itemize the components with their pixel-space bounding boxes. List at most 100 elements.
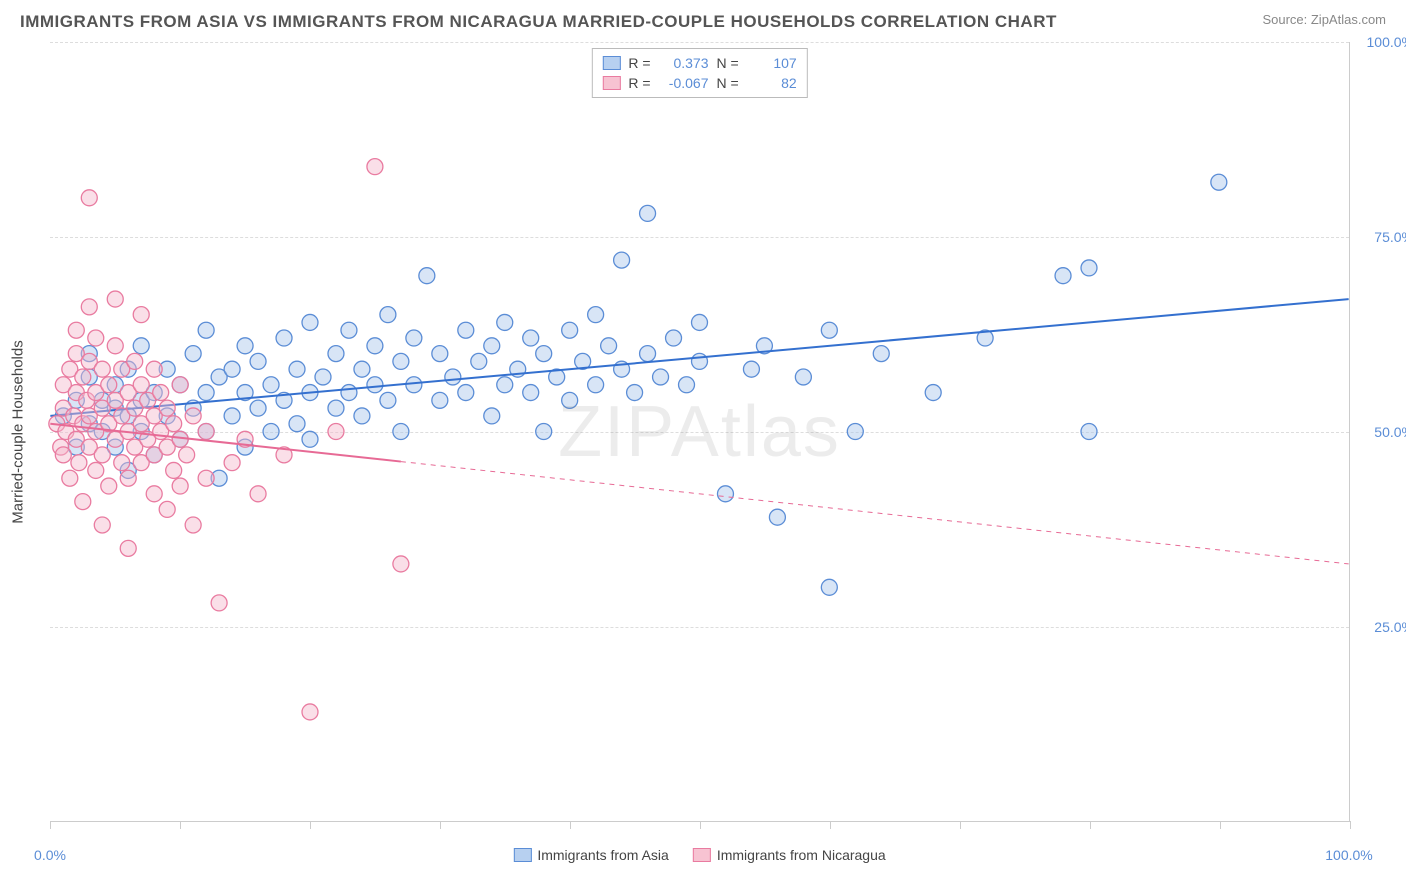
data-point-asia (406, 330, 422, 346)
data-point-nicaragua (146, 361, 162, 377)
data-point-asia (1081, 260, 1097, 276)
legend-correlation: R = 0.373 N = 107 R = -0.067 N = 82 (591, 48, 807, 98)
data-point-nicaragua (88, 330, 104, 346)
data-point-asia (315, 369, 331, 385)
data-point-asia (224, 408, 240, 424)
x-tick (700, 821, 701, 829)
r-label: R = (628, 75, 650, 91)
data-point-nicaragua (159, 501, 175, 517)
data-point-nicaragua (179, 447, 195, 463)
data-point-nicaragua (166, 416, 182, 432)
data-point-asia (873, 346, 889, 362)
data-point-asia (484, 338, 500, 354)
x-tick (960, 821, 961, 829)
data-point-nicaragua (71, 455, 87, 471)
data-point-nicaragua (159, 400, 175, 416)
data-point-asia (393, 353, 409, 369)
data-point-nicaragua (101, 478, 117, 494)
legend-row-asia: R = 0.373 N = 107 (602, 53, 796, 73)
data-point-asia (380, 307, 396, 323)
data-point-asia (250, 353, 266, 369)
data-point-asia (562, 322, 578, 338)
swatch-asia (602, 56, 620, 70)
data-point-asia (536, 346, 552, 362)
data-point-asia (679, 377, 695, 393)
data-point-asia (821, 322, 837, 338)
data-point-asia (185, 346, 201, 362)
source-label: Source: ZipAtlas.com (1262, 12, 1386, 27)
r-label: R = (628, 55, 650, 71)
data-point-asia (536, 424, 552, 440)
data-point-asia (588, 307, 604, 323)
data-point-asia (484, 408, 500, 424)
data-point-nicaragua (172, 478, 188, 494)
data-point-asia (354, 361, 370, 377)
data-point-asia (341, 322, 357, 338)
data-point-asia (328, 346, 344, 362)
data-point-asia (925, 385, 941, 401)
data-point-asia (614, 252, 630, 268)
data-point-asia (302, 431, 318, 447)
y-tick-label: 75.0% (1359, 229, 1406, 245)
data-point-nicaragua (198, 424, 214, 440)
data-point-nicaragua (120, 470, 136, 486)
y-tick-label: 100.0% (1359, 34, 1406, 50)
legend-label-asia: Immigrants from Asia (537, 847, 668, 863)
data-point-asia (640, 346, 656, 362)
n-value-nicaragua: 82 (747, 75, 797, 91)
data-point-asia (406, 377, 422, 393)
data-point-asia (289, 416, 305, 432)
data-point-asia (1055, 268, 1071, 284)
data-point-nicaragua (172, 377, 188, 393)
x-tick (440, 821, 441, 829)
x-tick (180, 821, 181, 829)
data-point-nicaragua (81, 299, 97, 315)
data-point-asia (458, 385, 474, 401)
legend-item-nicaragua: Immigrants from Nicaragua (693, 847, 886, 863)
y-tick-label: 25.0% (1359, 619, 1406, 635)
data-point-asia (276, 330, 292, 346)
data-point-asia (328, 400, 344, 416)
data-point-asia (1211, 174, 1227, 190)
data-point-nicaragua (211, 595, 227, 611)
data-point-nicaragua (393, 556, 409, 572)
data-point-asia (458, 322, 474, 338)
data-point-nicaragua (62, 470, 78, 486)
data-point-asia (795, 369, 811, 385)
data-point-nicaragua (185, 517, 201, 533)
data-point-nicaragua (328, 424, 344, 440)
data-point-nicaragua (367, 159, 383, 175)
data-point-nicaragua (166, 462, 182, 478)
data-point-nicaragua (198, 470, 214, 486)
swatch-asia (513, 848, 531, 862)
data-point-asia (588, 377, 604, 393)
x-tick (1220, 821, 1221, 829)
scatter-plot (50, 42, 1349, 821)
data-point-nicaragua (88, 462, 104, 478)
data-point-nicaragua (114, 455, 130, 471)
swatch-nicaragua (693, 848, 711, 862)
data-point-asia (393, 424, 409, 440)
data-point-asia (380, 392, 396, 408)
data-point-nicaragua (107, 291, 123, 307)
data-point-nicaragua (133, 307, 149, 323)
data-point-asia (743, 361, 759, 377)
data-point-asia (692, 314, 708, 330)
data-point-nicaragua (153, 385, 169, 401)
data-point-asia (419, 268, 435, 284)
data-point-nicaragua (81, 190, 97, 206)
data-point-asia (821, 579, 837, 595)
data-point-asia (1081, 424, 1097, 440)
legend-label-nicaragua: Immigrants from Nicaragua (717, 847, 886, 863)
data-point-asia (237, 338, 253, 354)
data-point-asia (769, 509, 785, 525)
data-point-asia (367, 377, 383, 393)
data-point-nicaragua (68, 322, 84, 338)
data-point-asia (341, 385, 357, 401)
data-point-asia (847, 424, 863, 440)
data-point-nicaragua (94, 361, 110, 377)
data-point-asia (224, 361, 240, 377)
data-point-asia (523, 330, 539, 346)
data-point-nicaragua (94, 517, 110, 533)
data-point-asia (717, 486, 733, 502)
